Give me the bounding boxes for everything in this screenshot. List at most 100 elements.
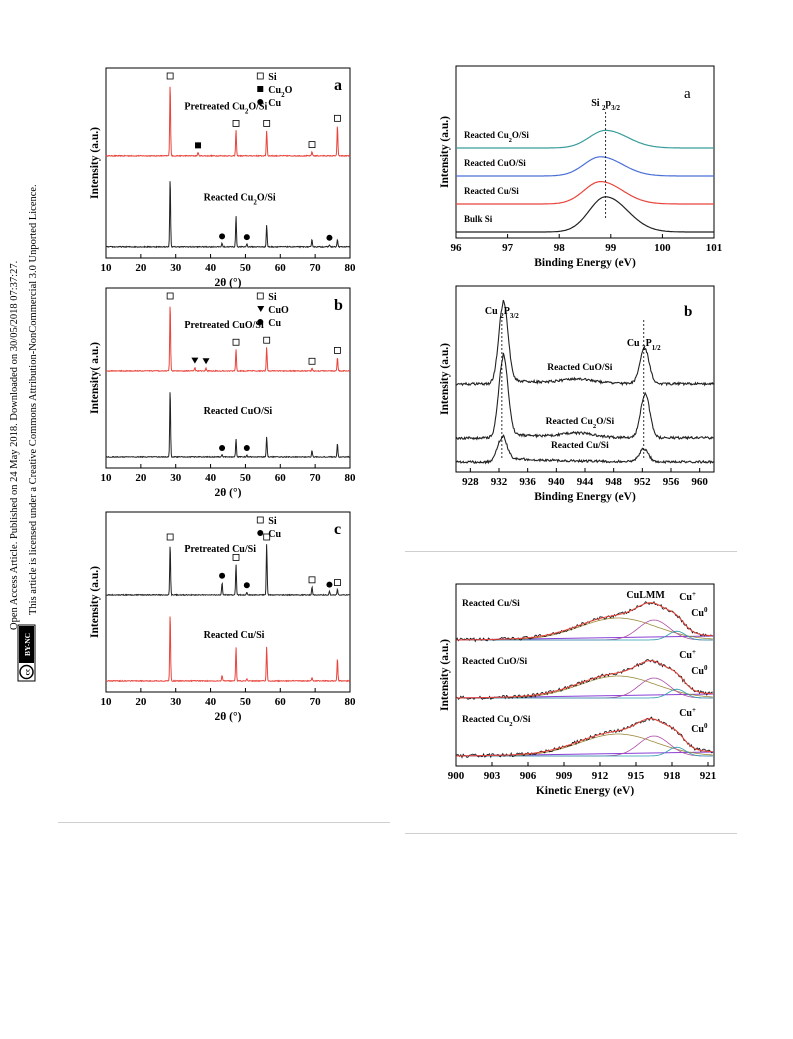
xrd_a-xtick-label: 10: [101, 262, 113, 274]
xps_cu-xtick-label: 932: [491, 476, 508, 488]
xps_cu-xlabel: Binding Energy (eV): [534, 491, 636, 503]
xps-cu-chart: 928 932 936 940 944 948 952 956 960 Binding Energ…: [439, 285, 715, 503]
auger-envelope-1: [456, 660, 713, 699]
auger-xtick-label: 912: [592, 770, 609, 782]
xrd-panel-a: 10 20 30 40 50 60 70 80 2θ (°) Intensity (a.u.) Pr…: [89, 62, 365, 292]
xrd_b-xtick-label: 80: [345, 472, 357, 484]
xps_cu-xtick-label: 928: [462, 476, 479, 488]
auger-xtick-label: 915: [628, 770, 645, 782]
auger-xtick-label: 909: [556, 770, 573, 782]
xrd_a-marker-si: [263, 120, 271, 127]
xrd_c-xtick-label: 80: [345, 696, 357, 708]
xrd_b-marker-si: [263, 336, 271, 344]
xps_si-xtick-label: 99: [605, 242, 617, 254]
xrd_b-xtick-label: 50: [240, 472, 252, 484]
auger-label-cu0: Cu0: [691, 722, 708, 735]
xps_cu-xtick-label: 952: [634, 476, 651, 488]
xrd_c-xtick-label: 20: [135, 696, 147, 708]
xps_si-ylabel: Intensity (a.u.): [439, 116, 451, 188]
xrd-chart-a: 10 20 30 40 50 60 70 80 2θ (°) Intensity (a.u.) Pr…: [89, 67, 357, 289]
xrd-chart-c: 10 20 30 40 50 60 70 80 2θ (°) Intensity (a.u.) Pr…: [89, 511, 357, 723]
license-line-1: Open Access Article. Published on 24 May…: [9, 261, 20, 630]
xps_si-frame: [455, 65, 715, 239]
divider-left: [58, 822, 390, 823]
xps_cu-series-label-0: Reacted CuO/Si: [547, 363, 613, 373]
xrd_b-frame: [105, 287, 351, 469]
auger-series-label-1: Reacted CuO/Si: [462, 657, 528, 667]
xrd_a-series-1: [105, 181, 350, 249]
xrd_c-series-1: [105, 616, 351, 683]
xrd_b-legend-icon: [256, 292, 264, 300]
xps_si-xtick-label: 98: [554, 242, 566, 254]
xrd_c-marker-cu: [326, 581, 333, 588]
xrd_a-marker-cu: [219, 233, 226, 240]
xps_si-series-3: [456, 196, 714, 233]
xrd_b-marker-cuo: [191, 357, 199, 364]
xps_si-annotation: Si 2p3/2: [591, 98, 620, 112]
xrd_a-legend-icon: [256, 72, 264, 80]
auger-envelope-2: [456, 718, 713, 757]
xrd_a-legend-icon: [257, 86, 264, 92]
xrd_a-xtick-label: 20: [135, 262, 147, 274]
auger-label-cu0: Cu0: [691, 664, 708, 677]
auger-xtick-label: 921: [700, 770, 717, 782]
xrd_b-marker-cu: [219, 444, 226, 451]
xrd_c-xtick-label: 50: [240, 696, 252, 708]
xrd_c-marker-si: [232, 554, 240, 561]
xrd_a-series-label-0: Pretreated Cu2O/Si: [184, 102, 267, 116]
auger-xtick-label: 900: [448, 770, 465, 782]
cc-badge-by: BY-NC: [23, 633, 32, 656]
xps_si-xtick-label: 101: [706, 242, 723, 254]
xps_cu-annotation: Cu 2P1/2: [627, 338, 661, 352]
xrd_b-legend-icon: [257, 306, 265, 312]
cc-badge[interactable]: cc BY-NC: [17, 624, 36, 682]
xrd_b-marker-cuo: [202, 358, 210, 365]
xrd_b-xtick-label: 70: [310, 472, 322, 484]
auger-xtick-label: 903: [484, 770, 501, 782]
license-sidebar-svg: Open Access Article. Published on 24 May…: [9, 184, 39, 682]
xrd_c-legend-icon: [257, 530, 264, 536]
xrd_a-legend-icon: [257, 99, 264, 105]
xrd_a-series-label-1: Reacted Cu2O/Si: [204, 193, 276, 207]
xrd_c-series-label-0: Pretreated Cu/Si: [184, 544, 256, 555]
license-sidebar: Open Access Article. Published on 24 May…: [0, 0, 60, 1039]
xrd_b-legend-icon: [257, 319, 264, 325]
auger-component-1-2: [456, 688, 713, 699]
xrd_b-xtick-label: 20: [135, 472, 147, 484]
xps_cu-ylabel: Intensity (a.u.): [439, 343, 451, 415]
auger-label-culmm: CuLMM: [626, 590, 665, 601]
xps_cu-xtick-label: 944: [577, 476, 594, 488]
xrd_c-series-label-1: Reacted Cu/Si: [204, 630, 265, 641]
xrd_b-marker-si: [166, 292, 174, 300]
xps-cu-panel: 928 932 936 940 944 948 952 956 960 Binding Energ…: [430, 282, 720, 510]
xrd_b-series-0: [105, 306, 351, 373]
auger-xtick-label: 918: [664, 770, 681, 782]
xrd-panel-b: 10 20 30 40 50 60 70 80 2θ (°) Intensity( a.u.) Pr…: [89, 286, 365, 506]
xrd_a-xtick-label: 50: [240, 262, 252, 274]
license-line-2: This article is licensed under a Creativ…: [28, 184, 39, 615]
xps_cu-xtick-label: 960: [691, 476, 708, 488]
xps_si-xtick-label: 97: [502, 242, 513, 254]
xps-si-panel: 96 97 98 99 100 101 Binding Energy (eV) Intensi…: [430, 62, 723, 284]
xrd_a-xtick-label: 80: [345, 262, 357, 274]
xrd_a-series-0: [105, 86, 351, 158]
auger-label-cu0: Cu0: [691, 606, 708, 619]
xps_cu-panel-letter: b: [684, 304, 692, 320]
xrd_a-xlabel: 2θ (°): [215, 277, 242, 289]
auger-chart: 900 903 906 909 912 915 918 921 Kinetic Energy (…: [439, 583, 717, 797]
auger-series-label-0: Reacted Cu/Si: [462, 599, 520, 609]
xrd_a-marker-cu: [326, 234, 333, 241]
xrd_c-xtick-label: 40: [205, 696, 217, 708]
xrd_b-ylabel: Intensity( a.u.): [89, 342, 101, 414]
xps_cu-series-2: [455, 434, 714, 465]
auger-xlabel: Kinetic Energy (eV): [536, 785, 635, 797]
xrd_a-frame: [105, 67, 351, 259]
xrd_a-marker-si: [232, 120, 240, 127]
xrd_b-series-1: [105, 392, 351, 459]
auger-component-0-2: [456, 630, 713, 641]
xrd_b-xtick-label: 60: [275, 472, 287, 484]
xrd_a-legend-label: Cu2O: [268, 85, 292, 99]
xrd_a-ylabel: Intensity (a.u.): [89, 127, 101, 199]
xrd_c-xtick-label: 10: [101, 696, 113, 708]
auger-envelope-0: [456, 602, 713, 641]
